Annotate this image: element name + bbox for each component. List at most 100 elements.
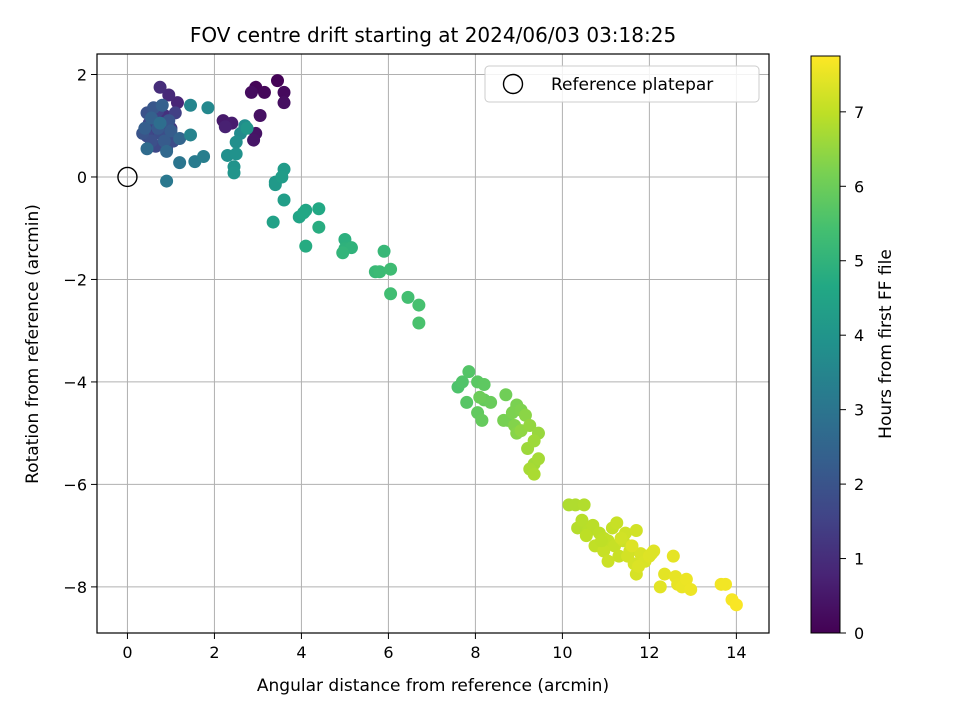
data-point (266, 215, 280, 229)
data-point (684, 582, 698, 596)
data-point (140, 142, 154, 156)
colorbar-tick-label: 0 (854, 624, 864, 643)
data-point (645, 547, 659, 561)
data-point (257, 85, 271, 99)
x-axis-title: Angular distance from reference (arcmin) (257, 676, 609, 696)
data-point (155, 98, 169, 112)
data-point (577, 498, 591, 512)
x-tick-label: 6 (383, 643, 393, 662)
data-point (277, 193, 291, 207)
data-point (157, 134, 171, 148)
data-point (227, 166, 241, 180)
reference-platepar-marker (117, 166, 138, 188)
data-point (173, 156, 187, 170)
y-tick-label: 0 (77, 168, 87, 187)
data-point (275, 170, 289, 184)
y-tick-label: 2 (77, 65, 87, 84)
x-tick-label: 2 (209, 643, 219, 662)
data-point (312, 220, 326, 234)
data-point (523, 418, 537, 432)
data-point (497, 413, 511, 427)
data-point (601, 554, 615, 568)
data-point (297, 206, 311, 220)
data-point (597, 544, 611, 558)
data-point (153, 80, 167, 94)
data-point (477, 377, 491, 391)
colorbar-tick-label: 7 (854, 103, 864, 122)
legend: Reference platepar (484, 65, 760, 103)
data-point (299, 239, 313, 253)
colorbar-tick-label: 6 (854, 177, 864, 196)
data-point (240, 121, 254, 135)
data-points (136, 74, 743, 612)
colorbar-title: Hours from first FF file (876, 249, 896, 439)
y-tick-label: −4 (63, 373, 87, 392)
data-point (160, 144, 174, 158)
data-point (473, 390, 487, 404)
data-point (218, 120, 232, 134)
data-point (412, 298, 426, 312)
data-point (377, 244, 391, 258)
data-point (499, 388, 513, 402)
x-axis-ticks: 0 2 4 6 8 10 12 14 (122, 633, 747, 662)
legend-label: Reference platepar (551, 75, 713, 95)
data-point (412, 316, 426, 330)
data-point (579, 529, 593, 543)
data-point (460, 395, 474, 409)
data-point (658, 567, 672, 581)
data-point (632, 559, 646, 573)
x-tick-label: 8 (470, 643, 480, 662)
data-point (153, 116, 167, 130)
data-point (484, 395, 498, 409)
data-point (173, 132, 187, 146)
data-point (475, 413, 489, 427)
colorbar-tick-label: 5 (854, 252, 864, 271)
x-tick-label: 10 (552, 643, 572, 662)
data-point (336, 246, 350, 260)
data-point (462, 365, 476, 379)
data-point (184, 128, 198, 142)
data-point (229, 135, 243, 149)
data-point (160, 174, 174, 188)
data-point (271, 74, 285, 88)
colorbar (810, 55, 841, 634)
data-point (384, 262, 398, 276)
data-point (253, 108, 267, 122)
data-point (575, 513, 589, 527)
data-point (229, 147, 243, 161)
data-point (610, 516, 624, 530)
data-point (247, 133, 261, 147)
data-point (170, 96, 184, 110)
data-point (527, 467, 541, 481)
data-point (184, 98, 198, 112)
x-tick-label: 4 (296, 643, 306, 662)
data-point (373, 265, 387, 279)
y-axis-title: Rotation from reference (arcmin) (23, 204, 43, 484)
colorbar-tick-label: 3 (854, 401, 864, 420)
data-point (595, 534, 609, 548)
data-point (653, 580, 667, 594)
y-axis-ticks: 2 0 −2 −4 −6 −8 (63, 65, 97, 597)
data-point (138, 121, 152, 135)
grid-lines (97, 54, 769, 633)
y-tick-label: −6 (63, 475, 87, 494)
data-point (162, 88, 176, 102)
colorbar-tick-label: 4 (854, 326, 864, 345)
colorbar-tick-label: 1 (854, 550, 864, 569)
data-point (201, 101, 215, 115)
x-tick-label: 12 (639, 643, 659, 662)
data-point (455, 375, 469, 389)
data-point (384, 287, 398, 301)
data-point (531, 452, 545, 466)
data-point (401, 290, 415, 304)
colorbar-ticks: 0 1 2 3 4 5 6 7 (840, 103, 864, 643)
data-point (312, 202, 326, 216)
data-point (197, 149, 211, 163)
data-point (625, 539, 639, 553)
data-point (277, 96, 291, 110)
y-tick-label: −8 (63, 578, 87, 597)
data-point (614, 531, 628, 545)
data-point (729, 598, 743, 612)
data-point (719, 577, 733, 591)
